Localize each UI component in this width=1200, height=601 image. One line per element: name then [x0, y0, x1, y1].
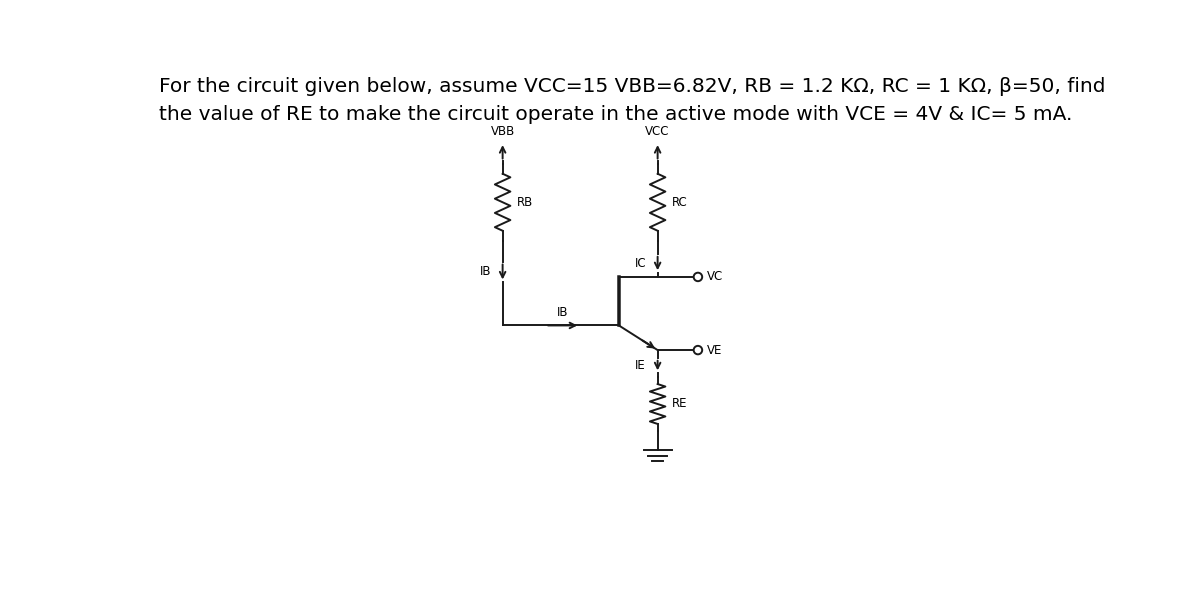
Text: IC: IC — [635, 257, 646, 270]
Text: VE: VE — [707, 344, 722, 356]
Text: IE: IE — [635, 359, 646, 372]
Text: VBB: VBB — [491, 126, 515, 138]
Text: RC: RC — [672, 196, 688, 209]
Text: RB: RB — [516, 196, 533, 209]
Text: RE: RE — [672, 397, 688, 410]
Text: For the circuit given below, assume VCC=15 VBB=6.82V, RB = 1.2 KΩ, RC = 1 KΩ, β=: For the circuit given below, assume VCC=… — [160, 77, 1106, 96]
Text: VCC: VCC — [646, 126, 670, 138]
Text: IB: IB — [557, 307, 569, 319]
Text: VC: VC — [707, 270, 724, 284]
Text: the value of RE to make the circuit operate in the active mode with VCE = 4V & I: the value of RE to make the circuit oper… — [160, 105, 1073, 124]
Text: IB: IB — [480, 266, 491, 278]
